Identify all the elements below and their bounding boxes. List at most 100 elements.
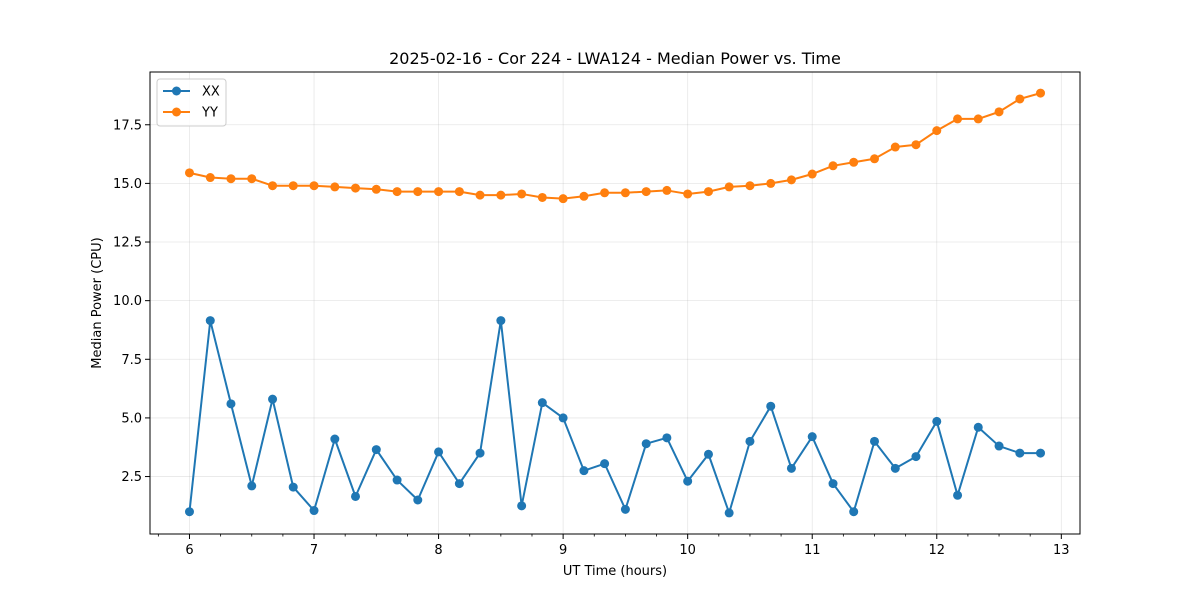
data-point-xx (849, 507, 859, 517)
y-tick-label: 10.0 (113, 294, 142, 309)
data-point-xx (620, 504, 630, 514)
plot-frame (149, 71, 1081, 535)
data-point-xx (579, 466, 589, 476)
data-point-xx (413, 495, 423, 505)
data-point-yy (786, 175, 796, 185)
data-point-xx (434, 447, 444, 457)
data-point-xx (537, 398, 547, 408)
data-point-yy (1015, 94, 1025, 104)
data-point-xx (496, 316, 506, 326)
data-point-xx (1036, 448, 1046, 458)
data-point-xx (932, 416, 942, 426)
x-tick-label: 7 (310, 543, 318, 558)
data-point-yy (703, 187, 713, 197)
y-tick-label: 17.5 (113, 118, 142, 133)
data-point-xx (226, 399, 236, 409)
data-point-xx (724, 508, 734, 518)
data-point-yy (205, 173, 215, 183)
data-point-xx (558, 413, 568, 423)
data-point-xx (745, 436, 755, 446)
x-tick-label: 13 (1053, 543, 1070, 558)
data-point-yy (330, 182, 340, 192)
legend-xx-marker (172, 86, 181, 96)
x-tick-label: 11 (804, 543, 821, 558)
y-tick-label: 12.5 (113, 236, 142, 251)
data-point-yy (724, 182, 734, 192)
data-point-yy (745, 181, 755, 191)
data-point-yy (288, 181, 298, 191)
data-point-yy (828, 161, 838, 171)
data-point-yy (807, 169, 817, 179)
data-point-xx (869, 436, 879, 446)
data-point-yy (953, 114, 963, 124)
x-tick-label: 12 (928, 543, 945, 558)
data-point-xx (309, 506, 319, 516)
y-tick-label: 15.0 (113, 177, 142, 192)
data-point-xx (517, 501, 527, 511)
data-point-xx (911, 452, 921, 462)
data-point-xx (392, 475, 402, 485)
data-point-xx (786, 463, 796, 473)
data-point-xx (807, 432, 817, 442)
data-point-yy (662, 185, 672, 195)
data-point-yy (537, 192, 547, 202)
data-point-xx (351, 491, 361, 501)
data-point-xx (205, 316, 215, 326)
data-point-yy (890, 142, 900, 152)
data-point-yy (434, 187, 444, 197)
data-point-xx (953, 490, 963, 500)
data-point-xx (973, 422, 983, 432)
series-layer (184, 88, 1046, 518)
data-point-yy (1036, 88, 1046, 98)
data-point-xx (1015, 448, 1025, 458)
data-point-xx (890, 463, 900, 473)
legend: XX YY (156, 78, 227, 127)
data-point-yy (247, 174, 257, 184)
data-point-xx (766, 401, 776, 411)
data-point-yy (517, 189, 527, 199)
data-point-yy (932, 126, 942, 136)
data-point-xx (662, 433, 672, 443)
x-tick-label: 9 (559, 543, 567, 558)
data-point-yy (973, 114, 983, 124)
chart-title: 2025-02-16 - Cor 224 - LWA124 - Median P… (389, 49, 841, 68)
data-point-yy (454, 187, 464, 197)
data-point-xx (600, 459, 610, 469)
data-point-yy (392, 187, 402, 197)
data-point-xx (184, 507, 194, 517)
data-point-yy (911, 140, 921, 150)
data-point-yy (351, 183, 361, 193)
data-point-yy (683, 189, 693, 199)
legend-xx-label: XX (202, 85, 220, 100)
data-point-yy (413, 187, 423, 197)
data-point-yy (579, 191, 589, 201)
data-point-yy (620, 188, 630, 198)
data-point-xx (994, 441, 1004, 451)
grid (150, 72, 1080, 534)
data-point-xx (268, 394, 278, 404)
data-point-xx (828, 479, 838, 489)
data-point-xx (454, 479, 464, 489)
y-axis-label: Median Power (CPU) (90, 237, 105, 368)
axes: 6 7 8 9 10 11 12 13 2.5 5.0 7.5 10.0 12.5 15.0 17.5 (113, 118, 1070, 558)
data-point-yy (641, 187, 651, 197)
data-point-yy (849, 157, 859, 167)
data-point-yy (766, 178, 776, 188)
x-tick-label: 6 (185, 543, 193, 558)
data-point-xx (371, 445, 381, 455)
data-point-yy (994, 107, 1004, 117)
y-tick-label: 5.0 (121, 411, 142, 426)
data-point-yy (268, 181, 278, 191)
data-point-xx (683, 476, 693, 486)
legend-yy-label: YY (201, 106, 218, 121)
data-point-xx (247, 481, 257, 491)
x-tick-label: 10 (679, 543, 696, 558)
data-point-yy (558, 194, 568, 204)
data-point-yy (184, 168, 194, 178)
y-tick-label: 2.5 (121, 470, 142, 485)
data-point-xx (475, 448, 485, 458)
data-point-yy (600, 188, 610, 198)
data-point-yy (371, 184, 381, 194)
x-axis-label: UT Time (hours) (563, 564, 667, 579)
data-point-yy (226, 174, 236, 184)
